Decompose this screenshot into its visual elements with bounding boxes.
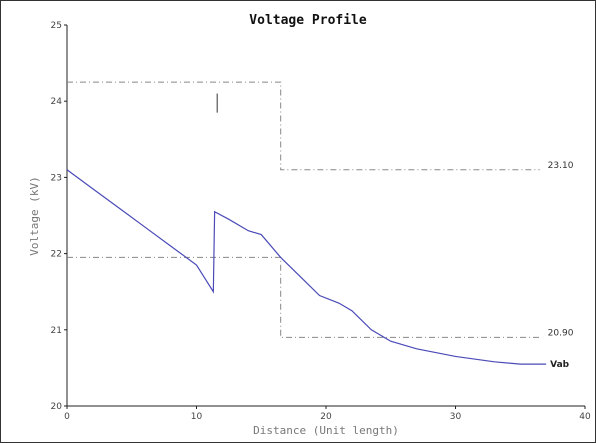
y-tick-label: 20: [51, 402, 63, 412]
x-tick-label: 40: [579, 412, 591, 422]
data-series: Vab: [66, 169, 570, 370]
x-tick-label: 20: [320, 412, 332, 422]
series-label-vab: Vab: [550, 360, 570, 370]
y-tick-label: 21: [51, 326, 62, 336]
chart-title: Voltage Profile: [249, 13, 367, 28]
threshold-label-2: 20.90: [548, 328, 574, 338]
y-tick-label: 25: [51, 21, 62, 31]
y-tick-label: 23: [51, 173, 62, 183]
threshold-line-1: [67, 81, 540, 171]
x-tick-label: 10: [191, 412, 203, 422]
x-tick-label: 30: [450, 412, 462, 422]
threshold-line-2: [67, 256, 540, 338]
x-axis-label: Distance (Unit length): [253, 424, 399, 437]
y-tick-label: 24: [51, 97, 63, 107]
threshold-label-1: 23.10: [548, 161, 574, 171]
annotation-lines: 23.10 20.90: [67, 81, 574, 338]
x-tick-label: 0: [64, 412, 70, 422]
y-tick-label: 22: [51, 250, 62, 260]
axes: [66, 25, 585, 407]
y-axis-label: Voltage (kV): [28, 176, 41, 255]
ticks: 20 21 22 23 24 25 0 10 20 30 40: [51, 21, 591, 422]
series-line-vab: [66, 169, 547, 365]
